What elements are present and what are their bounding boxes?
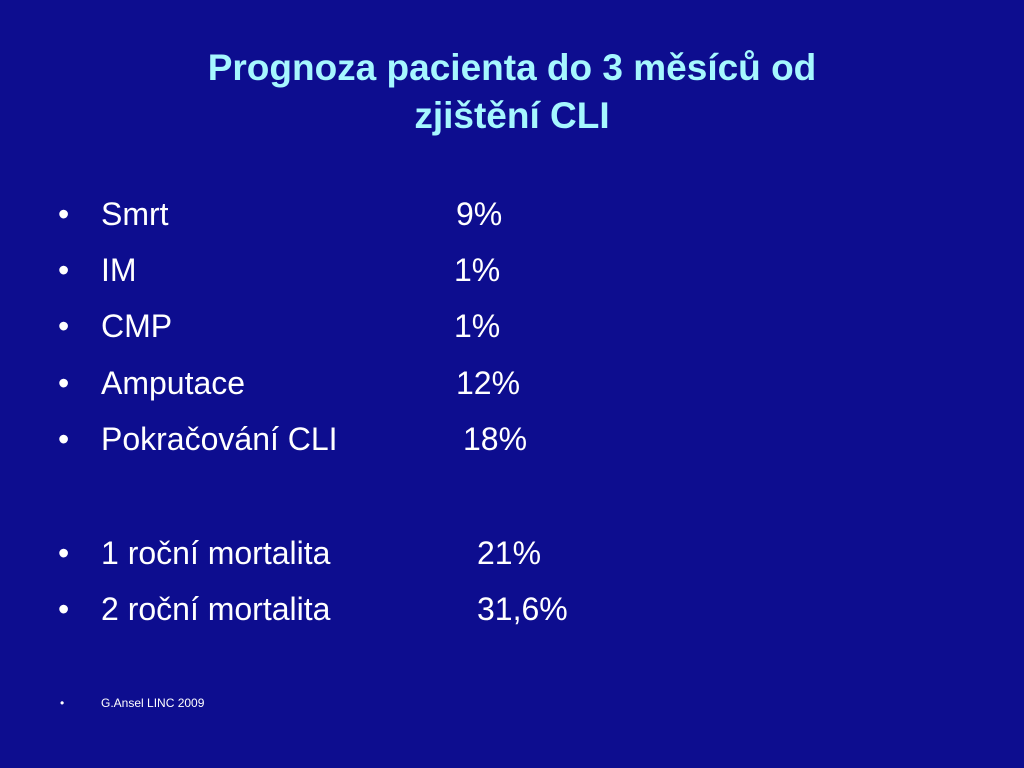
- bullet: •: [60, 696, 65, 710]
- source-text: G.Ansel LINC 2009: [101, 696, 205, 710]
- item-value: 21%: [477, 535, 542, 571]
- slide-title: Prognoza pacienta do 3 měsíců od zjištěn…: [0, 44, 1024, 140]
- item-value: 1%: [454, 252, 501, 288]
- bullet: •: [58, 421, 70, 457]
- item-label: Smrt: [101, 196, 169, 232]
- item-label: CMP: [101, 308, 173, 344]
- bullet: •: [58, 591, 70, 627]
- item-label: IM: [101, 252, 137, 288]
- bullet: •: [58, 196, 70, 232]
- bullet: •: [58, 535, 70, 571]
- item-value: 12%: [456, 365, 521, 401]
- item-value: 1%: [454, 308, 501, 344]
- item-value: 31,6%: [477, 591, 568, 627]
- title-line-2: zjištění CLI: [414, 95, 610, 136]
- bullet: •: [58, 308, 70, 344]
- bullet: •: [58, 365, 70, 401]
- title-line-1: Prognoza pacienta do 3 měsíců od: [207, 47, 817, 88]
- item-label: 2 roční mortalita: [101, 591, 331, 627]
- item-label: Amputace: [101, 365, 246, 401]
- bullet: •: [58, 252, 70, 288]
- item-label: Pokračování CLI: [101, 421, 338, 457]
- item-value: 9%: [456, 196, 503, 232]
- item-label: 1 roční mortalita: [101, 535, 331, 571]
- item-value: 18%: [463, 421, 528, 457]
